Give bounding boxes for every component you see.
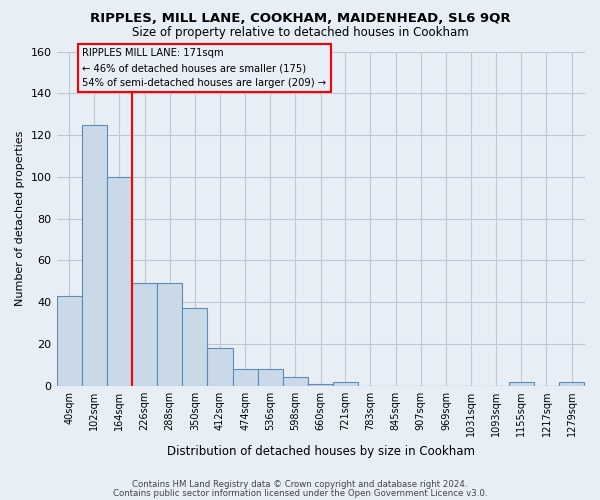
- Bar: [559, 382, 584, 386]
- Bar: [233, 369, 258, 386]
- Bar: [182, 308, 208, 386]
- Bar: [82, 124, 107, 386]
- Text: Contains HM Land Registry data © Crown copyright and database right 2024.: Contains HM Land Registry data © Crown c…: [132, 480, 468, 489]
- Bar: [308, 384, 333, 386]
- Bar: [132, 284, 157, 386]
- X-axis label: Distribution of detached houses by size in Cookham: Distribution of detached houses by size …: [167, 444, 475, 458]
- Bar: [56, 296, 82, 386]
- Bar: [333, 382, 358, 386]
- Text: RIPPLES, MILL LANE, COOKHAM, MAIDENHEAD, SL6 9QR: RIPPLES, MILL LANE, COOKHAM, MAIDENHEAD,…: [89, 12, 511, 26]
- Text: RIPPLES MILL LANE: 171sqm
← 46% of detached houses are smaller (175)
54% of semi: RIPPLES MILL LANE: 171sqm ← 46% of detac…: [82, 48, 326, 88]
- Bar: [283, 378, 308, 386]
- Bar: [258, 369, 283, 386]
- Bar: [509, 382, 534, 386]
- Text: Contains public sector information licensed under the Open Government Licence v3: Contains public sector information licen…: [113, 489, 487, 498]
- Text: Size of property relative to detached houses in Cookham: Size of property relative to detached ho…: [131, 26, 469, 39]
- Y-axis label: Number of detached properties: Number of detached properties: [15, 131, 25, 306]
- Bar: [107, 177, 132, 386]
- Bar: [157, 284, 182, 386]
- Bar: [208, 348, 233, 386]
